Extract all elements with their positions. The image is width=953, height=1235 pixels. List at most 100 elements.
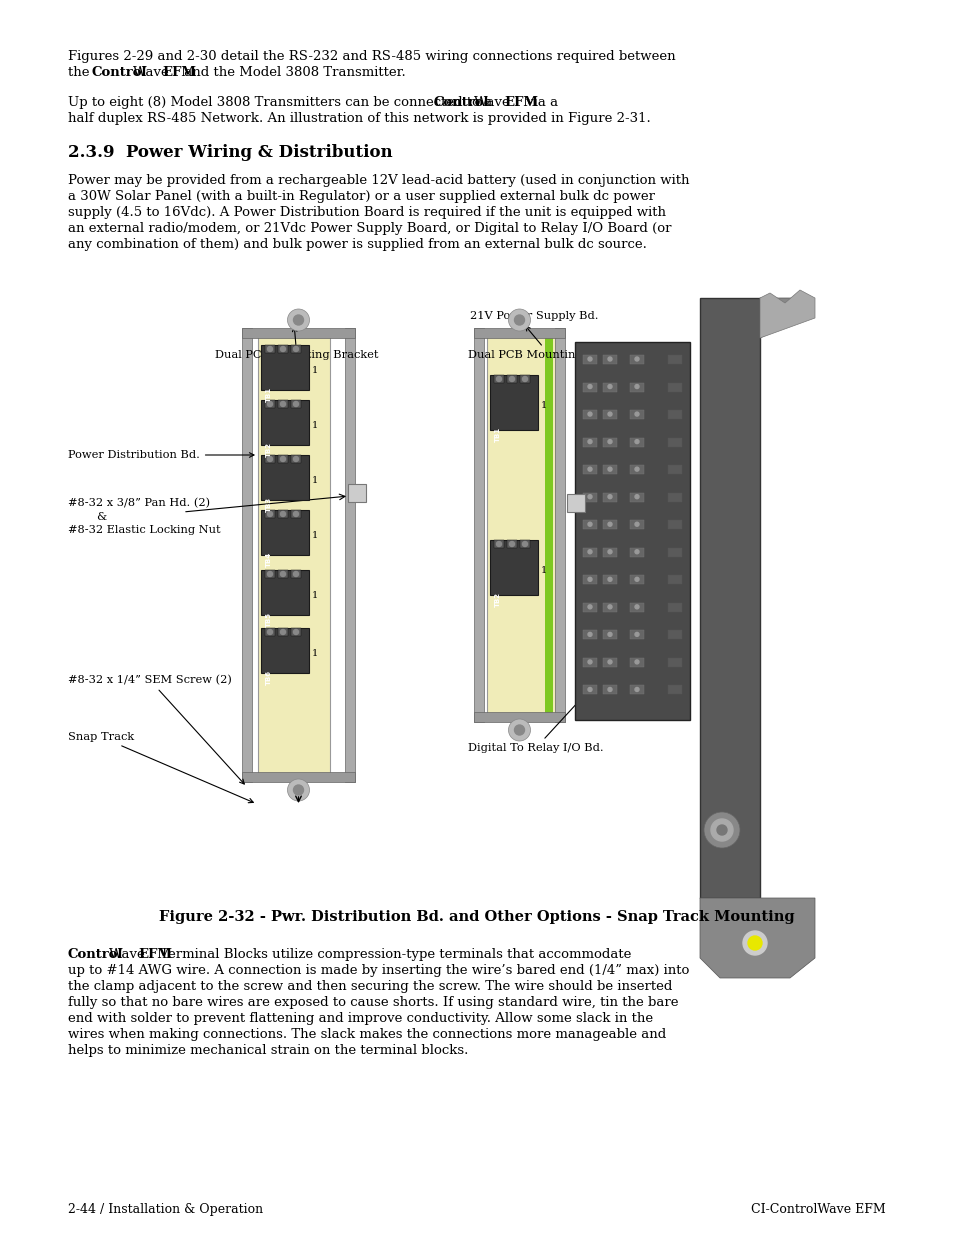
Circle shape [508,719,530,741]
Bar [486,330,558,720]
Text: EFM: EFM [162,65,196,79]
Bar [265,510,274,517]
Bar [582,630,597,640]
Circle shape [280,630,285,635]
Bar [667,437,681,447]
Bar [575,342,689,720]
Text: 1: 1 [312,421,318,430]
Circle shape [635,659,639,664]
Text: 1: 1 [312,366,318,375]
Text: Up to eight (8) Model 3808 Transmitters can be connected to a: Up to eight (8) Model 3808 Transmitters … [68,96,496,109]
Bar [474,329,564,338]
Text: &: & [96,513,106,522]
Bar [667,466,681,474]
Circle shape [587,605,592,609]
Circle shape [587,550,592,553]
Circle shape [635,467,639,472]
Text: #8-32 x 1/4” SEM Screw (2): #8-32 x 1/4” SEM Screw (2) [68,676,244,784]
Bar [348,484,366,501]
Circle shape [294,785,303,795]
Text: Figures 2-29 and 2-30 detail the RS-232 and RS-485 wiring connections required b: Figures 2-29 and 2-30 detail the RS-232 … [68,49,675,63]
Circle shape [635,632,639,636]
Text: 1: 1 [312,531,318,540]
Circle shape [280,347,285,352]
Bar [519,540,530,548]
Bar [490,540,537,595]
Bar [667,548,681,557]
Circle shape [287,309,309,331]
Bar [667,410,681,419]
Circle shape [287,779,309,802]
Text: a 30W Solar Panel (with a built-in Regulator) or a user supplied external bulk d: a 30W Solar Panel (with a built-in Regul… [68,190,655,203]
Circle shape [294,347,298,352]
Circle shape [710,819,732,841]
Bar [602,437,617,447]
Bar [277,345,288,353]
Text: wires when making connections. The slack makes the connections more manageable a: wires when making connections. The slack… [68,1028,665,1041]
Bar [261,454,309,500]
Text: Control: Control [91,65,147,79]
Circle shape [509,541,514,547]
Bar [265,400,274,408]
Bar [277,510,288,517]
Bar [277,571,288,578]
Bar [291,454,301,463]
Bar [582,383,597,391]
Bar [291,629,301,636]
Bar [506,540,517,548]
Circle shape [267,401,273,406]
Bar [667,603,681,611]
Circle shape [635,384,639,389]
Bar [242,772,355,782]
Text: any combination of them) and bulk power is supplied from an external bulk dc sou: any combination of them) and bulk power … [68,238,646,251]
Bar [494,540,503,548]
Bar [544,330,553,720]
Text: Wave: Wave [132,65,172,79]
Text: 2.3.9  Power Wiring & Distribution: 2.3.9 Power Wiring & Distribution [68,144,393,161]
Text: TB3: TB3 [266,496,272,513]
Bar [242,329,252,782]
Bar [629,383,643,391]
Text: an external radio/modem, or 21Vdc Power Supply Board, or Digital to Relay I/O Bo: an external radio/modem, or 21Vdc Power … [68,222,671,235]
Circle shape [607,412,612,416]
Circle shape [587,495,592,499]
Bar [582,603,597,611]
Polygon shape [760,290,814,338]
Text: EFM: EFM [138,948,172,961]
Bar [667,576,681,584]
Bar [291,400,301,408]
Circle shape [607,440,612,443]
Bar [602,658,617,667]
Circle shape [635,577,639,582]
Bar [629,493,643,501]
Circle shape [607,632,612,636]
Circle shape [607,495,612,499]
Bar [582,685,597,694]
Bar [291,510,301,517]
Bar [582,437,597,447]
Bar [629,548,643,557]
Text: 1: 1 [540,401,547,410]
Bar [519,375,530,383]
Text: Dual PCB Mounting Bracket: Dual PCB Mounting Bracket [214,327,378,359]
Bar [265,345,274,353]
Bar [629,603,643,611]
Bar [291,345,301,353]
Bar [291,571,301,578]
Bar [582,493,597,501]
Circle shape [607,522,612,526]
Circle shape [717,825,726,835]
Polygon shape [760,298,809,338]
Text: 21V Power Supply Bd.: 21V Power Supply Bd. [470,311,598,325]
Circle shape [294,457,298,462]
Circle shape [587,632,592,636]
Bar [602,520,617,530]
Bar [602,466,617,474]
Circle shape [607,605,612,609]
Circle shape [280,511,285,516]
Bar [261,510,309,555]
Text: Figure 2-32 - Pwr. Distribution Bd. and Other Options - Snap Track Mounting: Figure 2-32 - Pwr. Distribution Bd. and … [159,910,794,924]
Bar [602,603,617,611]
Bar [582,658,597,667]
Circle shape [587,522,592,526]
